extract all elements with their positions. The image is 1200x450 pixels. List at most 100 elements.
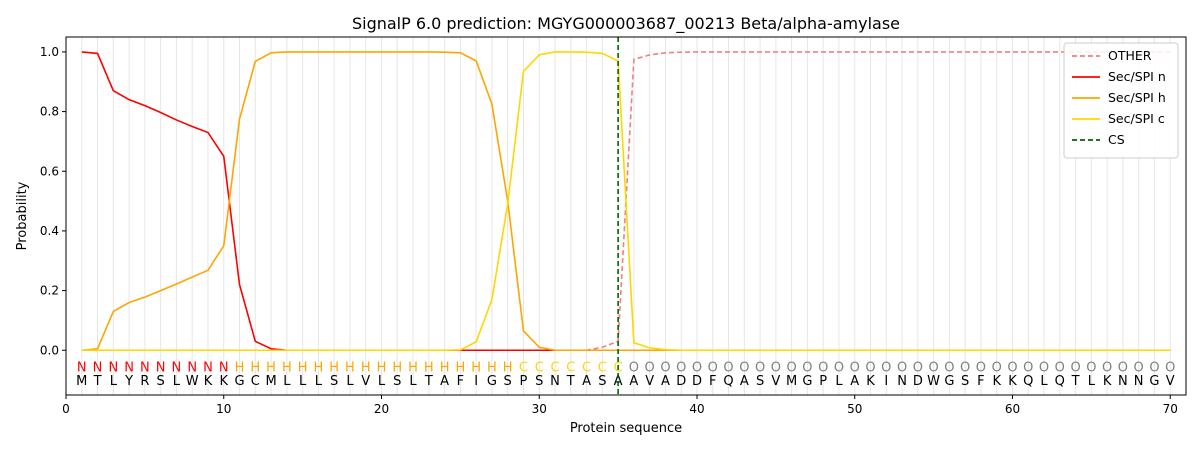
label-char: C bbox=[519, 361, 528, 376]
residue-char: G bbox=[944, 374, 954, 389]
residue-char: L bbox=[173, 374, 181, 389]
residue-char: G bbox=[802, 374, 812, 389]
label-char: O bbox=[660, 361, 670, 376]
y-tick-label: 1.0 bbox=[40, 45, 59, 59]
legend-label: Sec/SPI h bbox=[1108, 90, 1166, 105]
x-tick-label: 30 bbox=[532, 402, 547, 416]
x-axis-label: Protein sequence bbox=[570, 421, 682, 436]
label-char: H bbox=[424, 361, 434, 376]
residue-char: Q bbox=[723, 374, 733, 389]
label-char: C bbox=[566, 361, 575, 376]
label-char: N bbox=[140, 361, 150, 376]
residue-char: K bbox=[1103, 374, 1112, 389]
sequence-track: NMNTNLNYNRNSNLNWNKNKHGHCHMHLHLHLHSHLHVHL… bbox=[76, 361, 1175, 389]
residue-char: S bbox=[393, 374, 401, 389]
label-char: N bbox=[156, 361, 166, 376]
y-tick-label: 0.8 bbox=[40, 105, 59, 119]
label-char: O bbox=[787, 361, 797, 376]
residue-char: S bbox=[535, 374, 543, 389]
legend-label: Sec/SPI c bbox=[1108, 111, 1165, 126]
residue-char: K bbox=[204, 374, 213, 389]
residue-char: L bbox=[835, 374, 843, 389]
chart-title: SignalP 6.0 prediction: MGYG000003687_00… bbox=[352, 14, 900, 34]
residue-char: G bbox=[1149, 374, 1159, 389]
residue-char: T bbox=[1071, 374, 1080, 389]
residue-char: L bbox=[346, 374, 354, 389]
label-char: C bbox=[598, 361, 607, 376]
label-char: N bbox=[124, 361, 134, 376]
residue-char: V bbox=[645, 374, 654, 389]
residue-char: T bbox=[424, 374, 433, 389]
label-char: O bbox=[1165, 361, 1175, 376]
label-char: O bbox=[629, 361, 639, 376]
y-tick-label: 0.6 bbox=[40, 164, 59, 178]
label-char: O bbox=[1007, 361, 1017, 376]
label-char: H bbox=[361, 361, 371, 376]
residue-char: K bbox=[866, 374, 875, 389]
residue-char: S bbox=[756, 374, 764, 389]
label-char: O bbox=[1070, 361, 1080, 376]
x-tick-label: 10 bbox=[216, 402, 231, 416]
label-char: O bbox=[1134, 361, 1144, 376]
y-axis-label: Probability bbox=[15, 181, 30, 250]
residue-char: A bbox=[440, 374, 449, 389]
label-char: H bbox=[345, 361, 355, 376]
residue-char: Q bbox=[1023, 374, 1033, 389]
residue-char: C bbox=[251, 374, 260, 389]
label-char: O bbox=[739, 361, 749, 376]
label-char: C bbox=[550, 361, 559, 376]
label-char: O bbox=[802, 361, 812, 376]
residue-char: T bbox=[93, 374, 102, 389]
residue-char: K bbox=[1008, 374, 1017, 389]
residue-char: L bbox=[378, 374, 386, 389]
label-char: O bbox=[928, 361, 938, 376]
residue-char: T bbox=[566, 374, 575, 389]
residue-char: N bbox=[550, 374, 560, 389]
residue-char: L bbox=[409, 374, 417, 389]
label-char: C bbox=[535, 361, 544, 376]
label-char: O bbox=[1023, 361, 1033, 376]
label-char: O bbox=[818, 361, 828, 376]
axes-frame bbox=[65, 36, 1187, 396]
label-char: O bbox=[1086, 361, 1096, 376]
residue-char: I bbox=[474, 374, 478, 389]
residue-char: M bbox=[76, 374, 87, 389]
label-char: H bbox=[471, 361, 481, 376]
label-char: O bbox=[645, 361, 655, 376]
label-char: C bbox=[582, 361, 591, 376]
label-char: O bbox=[913, 361, 923, 376]
label-char: H bbox=[298, 361, 308, 376]
residue-char: R bbox=[140, 374, 149, 389]
label-char: O bbox=[897, 361, 907, 376]
residue-char: F bbox=[709, 374, 716, 389]
residue-char: Y bbox=[124, 374, 133, 389]
residue-char: N bbox=[897, 374, 907, 389]
label-char: N bbox=[203, 361, 213, 376]
residue-char: I bbox=[884, 374, 888, 389]
legend-box bbox=[1063, 42, 1179, 159]
residue-char: L bbox=[283, 374, 291, 389]
label-char: H bbox=[455, 361, 465, 376]
label-char: O bbox=[771, 361, 781, 376]
label-char: O bbox=[723, 361, 733, 376]
x-tick-label: 0 bbox=[62, 402, 70, 416]
residue-char: L bbox=[315, 374, 323, 389]
label-char: H bbox=[487, 361, 497, 376]
legend: OTHER Sec/SPI n Sec/SPI h Sec/SPI c CS bbox=[1063, 42, 1179, 159]
residue-char: P bbox=[819, 374, 827, 389]
residue-char: K bbox=[992, 374, 1001, 389]
x-tick-label: 70 bbox=[1163, 402, 1178, 416]
residue-char: V bbox=[771, 374, 780, 389]
label-char: O bbox=[850, 361, 860, 376]
label-char: O bbox=[755, 361, 765, 376]
series-lines bbox=[81, 37, 1171, 395]
residue-char: L bbox=[299, 374, 307, 389]
label-char: H bbox=[250, 361, 260, 376]
residue-char: P bbox=[520, 374, 528, 389]
label-char: H bbox=[377, 361, 387, 376]
residue-char: W bbox=[927, 374, 940, 389]
label-char: N bbox=[93, 361, 103, 376]
residue-char: A bbox=[850, 374, 859, 389]
residue-char: M bbox=[265, 374, 276, 389]
